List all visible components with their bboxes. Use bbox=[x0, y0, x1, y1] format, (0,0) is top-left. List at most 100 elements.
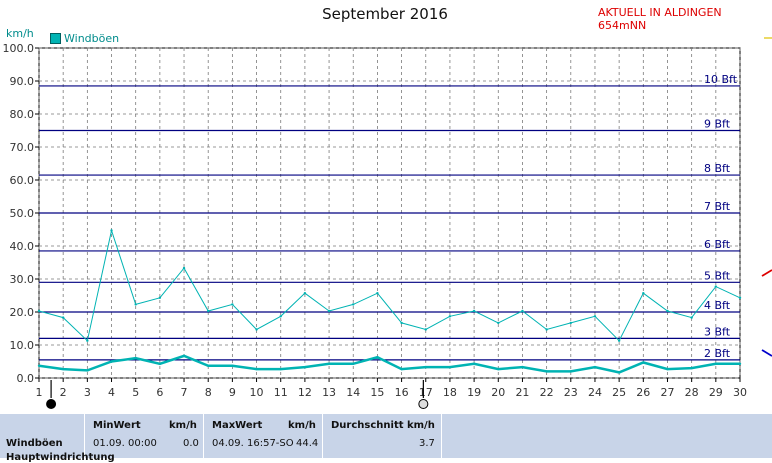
data-point-windboeen bbox=[61, 316, 65, 319]
chart-area: 2 Bft 3 Bft 4 Bft 5 Bft 6 Bft 7 Bft 8 Bft 9 Bft… bbox=[3, 5, 772, 409]
max-value: 44.4 bbox=[296, 438, 319, 449]
data-point-lower bbox=[690, 366, 693, 370]
data-point-lower bbox=[207, 364, 210, 367]
data-point-lower bbox=[352, 362, 355, 366]
edge-indicator bbox=[761, 349, 772, 357]
stats-row-label-cell: Windböen Hauptwindrichtung bbox=[0, 414, 115, 463]
data-point-lower bbox=[86, 369, 89, 372]
y-tick-label: 90.0 bbox=[10, 75, 35, 88]
y-tick-label: 100.0 bbox=[3, 42, 35, 55]
x-tick-label: 7 bbox=[181, 386, 188, 399]
data-point-lower bbox=[666, 367, 669, 371]
beaufort-label: 9 Bft bbox=[704, 118, 731, 131]
y-tick-label: 70.0 bbox=[10, 141, 35, 154]
x-tick-label: 11 bbox=[274, 386, 288, 399]
x-tick-label: 30 bbox=[733, 386, 747, 399]
y-tick-label: 80.0 bbox=[10, 108, 35, 121]
avg-header: Durchschnitt km/h bbox=[331, 420, 435, 431]
data-point-lower bbox=[497, 367, 500, 371]
data-point-lower bbox=[472, 362, 476, 366]
data-point-lower bbox=[642, 361, 645, 364]
legend-swatch bbox=[50, 33, 61, 44]
x-tick-label: 4 bbox=[108, 386, 115, 399]
beaufort-label: 5 Bft bbox=[704, 269, 731, 282]
x-tick-label: 9 bbox=[229, 386, 236, 399]
min-value: 0.0 bbox=[183, 438, 199, 449]
data-point-lower bbox=[327, 362, 331, 366]
beaufort-label: 7 Bft bbox=[704, 200, 731, 213]
y-axis-unit: km/h bbox=[6, 27, 34, 40]
data-point-lower bbox=[279, 367, 282, 371]
x-tick-label: 23 bbox=[564, 386, 578, 399]
edge-indicator bbox=[761, 269, 772, 277]
data-point-lower bbox=[521, 365, 524, 369]
data-point-lower bbox=[593, 365, 597, 369]
data-point-lower bbox=[303, 365, 307, 369]
data-point-lower bbox=[424, 365, 427, 369]
data-point-windboeen bbox=[86, 339, 89, 342]
data-point-windboeen bbox=[134, 303, 137, 306]
data-point-windboeen bbox=[207, 309, 210, 313]
data-point-windboeen bbox=[617, 339, 621, 342]
x-tick-label: 6 bbox=[156, 386, 163, 399]
data-point-windboeen bbox=[424, 328, 427, 331]
x-tick-label: 18 bbox=[443, 386, 457, 399]
min-cell: MinWert km/h 01.09. 00:00 0.0 bbox=[85, 414, 204, 458]
x-tick-label: 12 bbox=[298, 386, 312, 399]
data-point-windboeen bbox=[666, 309, 669, 313]
data-point-lower bbox=[376, 356, 379, 359]
min-header: MinWert bbox=[93, 420, 141, 431]
stats-row-label: Windböen bbox=[6, 438, 63, 449]
data-point-lower bbox=[448, 365, 452, 369]
x-tick-label: 13 bbox=[322, 386, 336, 399]
max-date: 04.09. 16:57-SO bbox=[212, 438, 294, 449]
data-point-windboeen bbox=[569, 321, 572, 325]
y-tick-label: 60.0 bbox=[10, 174, 35, 187]
y-tick-label: 50.0 bbox=[10, 207, 35, 220]
data-point-windboeen bbox=[738, 296, 742, 300]
series-line-windboeen bbox=[38, 228, 741, 342]
data-point-lower bbox=[182, 354, 186, 358]
beaufort-label: 3 Bft bbox=[704, 325, 731, 338]
data-point-lower bbox=[134, 357, 137, 360]
x-tick-label: 14 bbox=[346, 386, 360, 399]
min-unit: km/h bbox=[169, 420, 197, 431]
data-point-windboeen bbox=[376, 291, 379, 295]
x-tick-label: 24 bbox=[588, 386, 602, 399]
beaufort-label: 4 Bft bbox=[704, 299, 731, 312]
max-header: MaxWert bbox=[212, 420, 263, 431]
x-tick-label: 15 bbox=[370, 386, 384, 399]
data-point-lower bbox=[569, 370, 572, 373]
data-point-lower bbox=[738, 362, 742, 366]
data-point-windboeen bbox=[110, 229, 113, 232]
x-tick-label: 19 bbox=[467, 386, 481, 399]
data-point-windboeen bbox=[472, 309, 476, 313]
x-tick-label: 1 bbox=[36, 386, 43, 399]
data-point-windboeen bbox=[690, 316, 693, 319]
x-tick-label: 5 bbox=[132, 386, 139, 399]
data-point-lower bbox=[231, 364, 234, 367]
y-tick-label: 0.0 bbox=[17, 372, 35, 385]
dark-moon-icon bbox=[46, 399, 57, 409]
x-tick-label: 28 bbox=[685, 386, 699, 399]
data-point-windboeen bbox=[279, 315, 282, 318]
data-point-lower bbox=[714, 362, 718, 366]
avg-cell: Durchschnitt km/h 3.7 bbox=[323, 414, 442, 458]
station-label: AKTUELL IN ALDINGEN 654mNN bbox=[598, 6, 722, 32]
data-point-windboeen bbox=[158, 296, 162, 300]
data-point-lower bbox=[61, 367, 65, 371]
stats-panel: Windböen Hauptwindrichtung MinWert km/h … bbox=[0, 414, 772, 463]
data-point-lower bbox=[158, 362, 162, 366]
x-tick-label: 2 bbox=[60, 386, 67, 399]
max-unit: km/h bbox=[288, 420, 316, 431]
max-cell: MaxWert km/h 04.09. 16:57-SO 44.4 bbox=[204, 414, 323, 458]
y-tick-label: 20.0 bbox=[10, 306, 35, 319]
data-point-lower bbox=[545, 370, 548, 373]
data-point-windboeen bbox=[231, 303, 234, 306]
data-point-windboeen bbox=[497, 321, 500, 325]
data-point-windboeen bbox=[327, 309, 331, 313]
x-tick-label: 27 bbox=[660, 386, 674, 399]
x-tick-label: 8 bbox=[205, 386, 212, 399]
legend-label: Windböen bbox=[64, 32, 120, 45]
data-point-windboeen bbox=[303, 291, 307, 295]
